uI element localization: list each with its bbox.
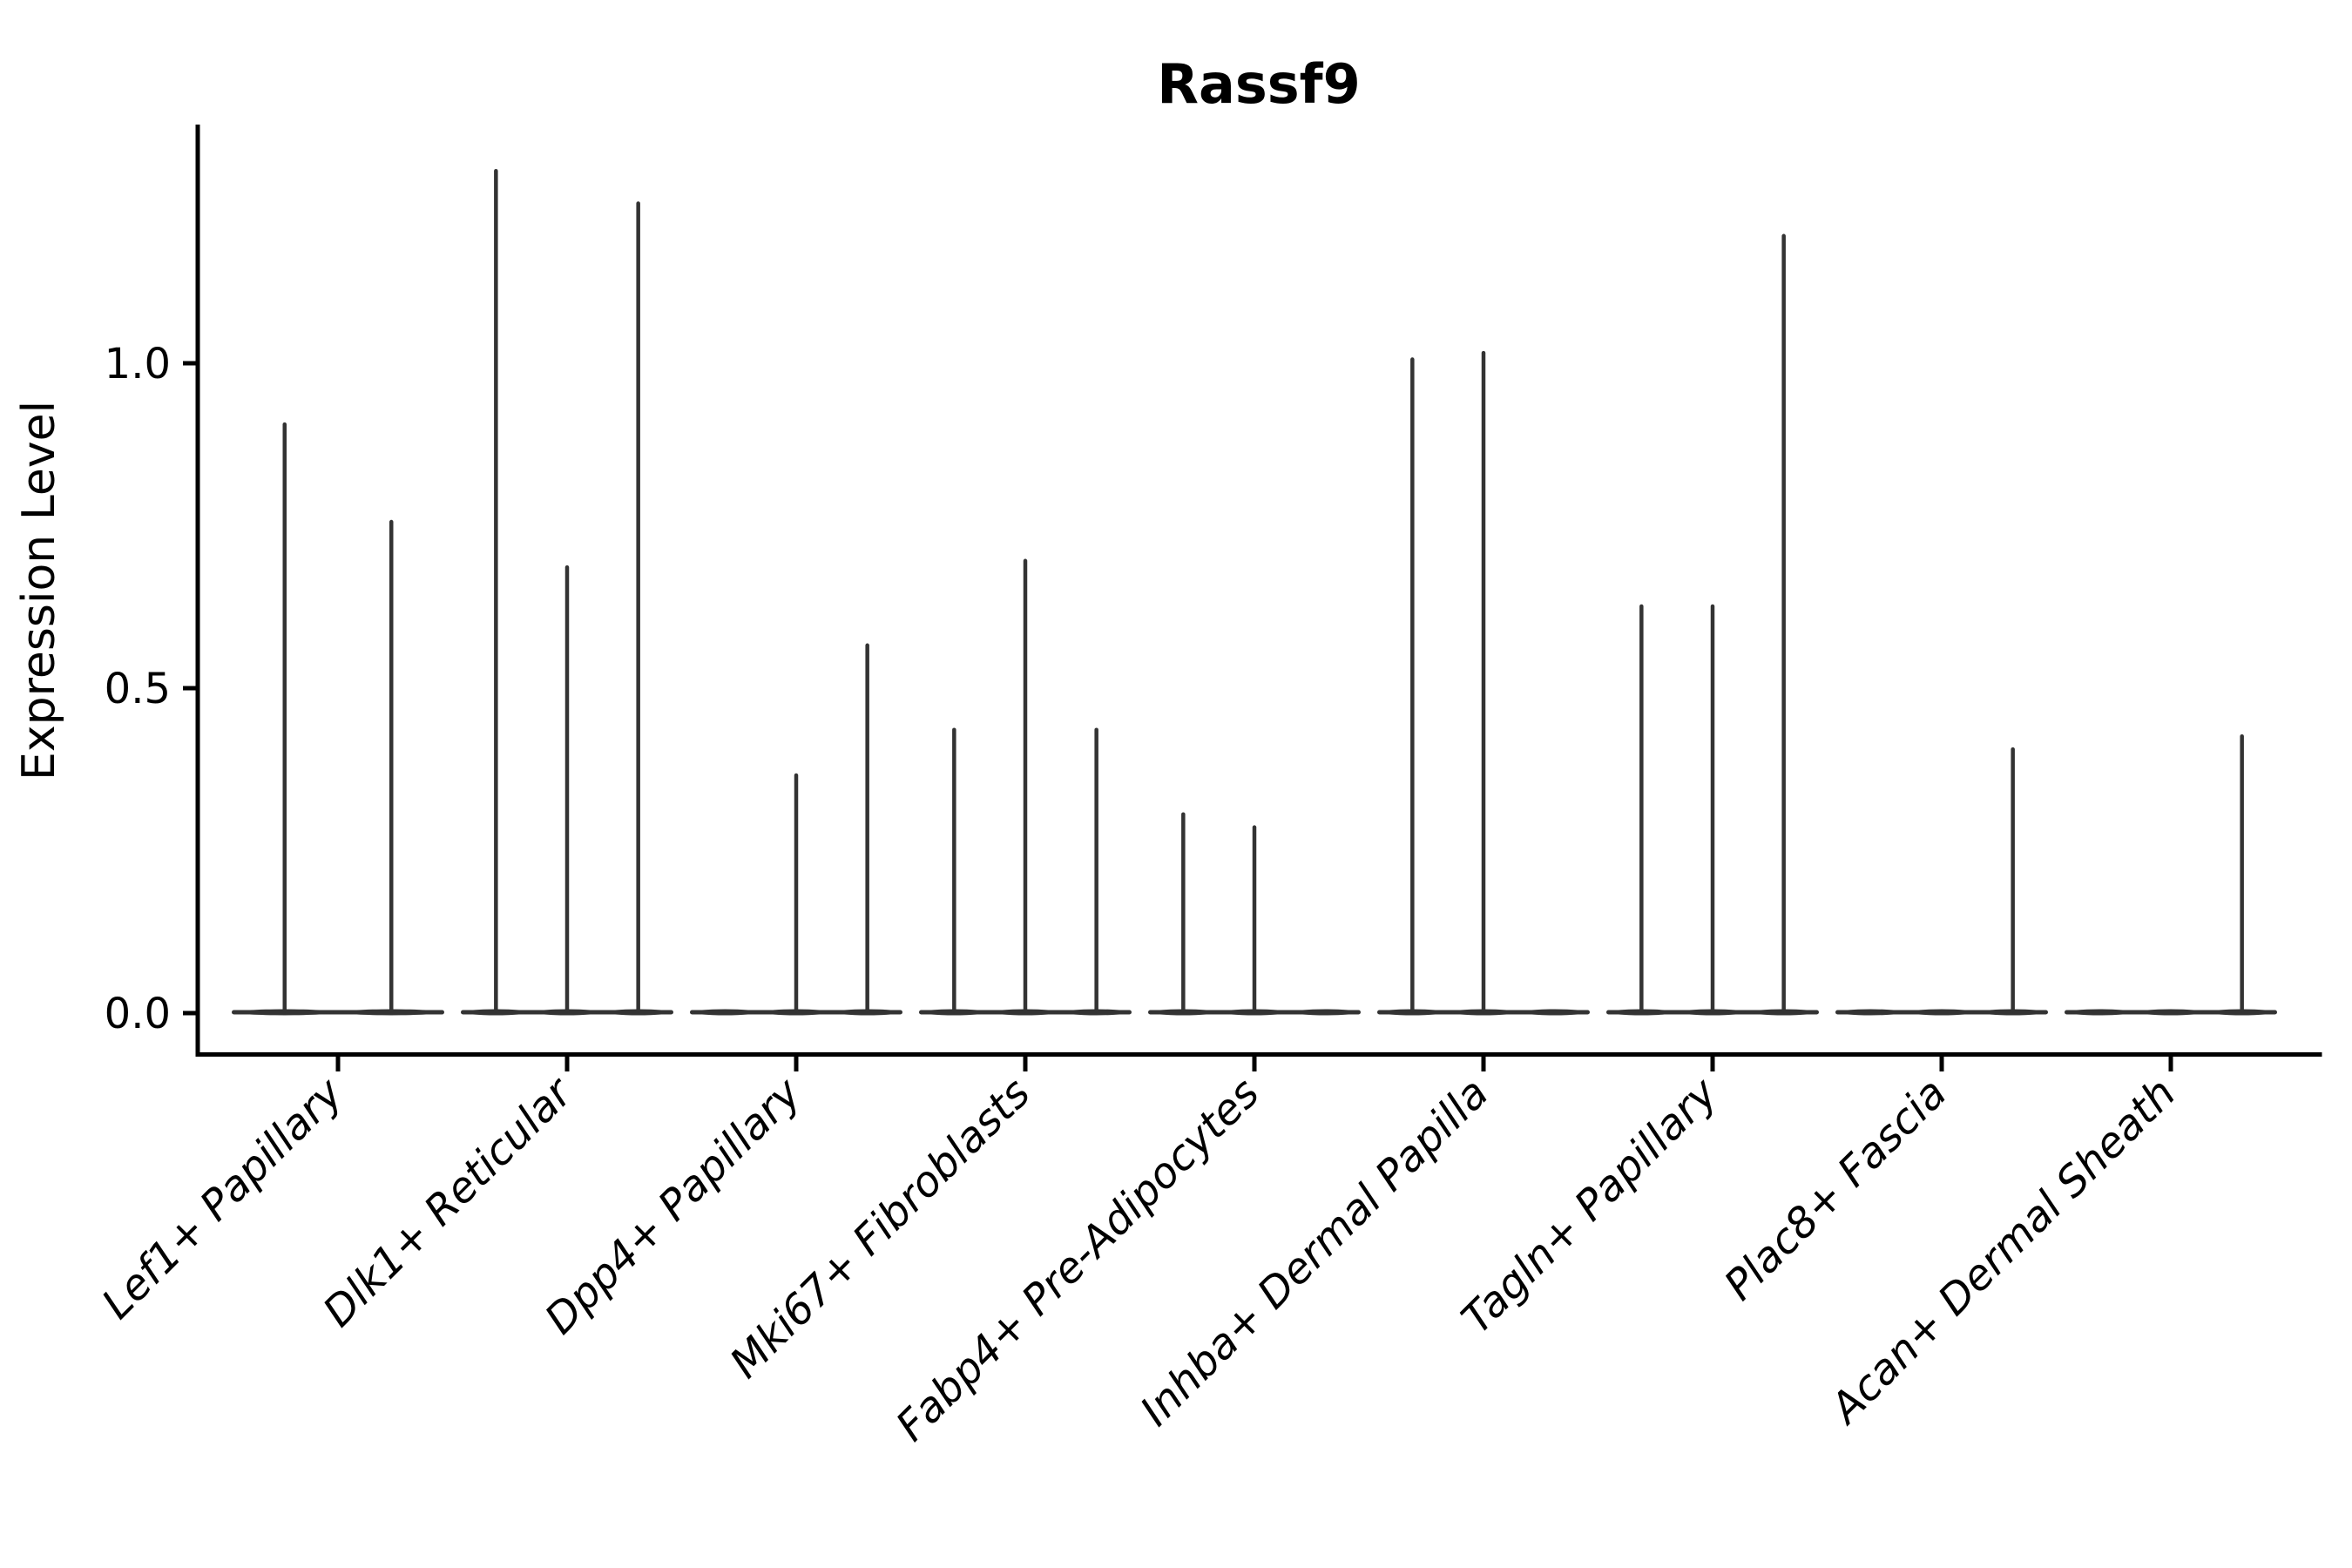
violin-group <box>690 643 902 1016</box>
left-spine <box>195 125 200 1057</box>
chart-title: Rassf9 <box>1157 52 1361 116</box>
violin-group <box>1835 747 2048 1016</box>
violin-group <box>1606 233 1819 1016</box>
y-tick-label: 1.0 <box>105 340 171 389</box>
x-tick-label: Dlk1+ Reticular <box>314 1067 584 1337</box>
violin-zero-bump <box>692 1009 758 1016</box>
x-tick-label: Lef1+ Papillary <box>92 1068 353 1328</box>
y-axis: 0.0 0.5 1.0 <box>105 340 197 1038</box>
violin-zero-bump <box>1522 1009 1588 1016</box>
y-tick-label: 0.0 <box>105 990 171 1038</box>
violin-group <box>919 558 1132 1016</box>
x-tick-label: Plac8+ Fascia <box>1715 1069 1957 1310</box>
violin-zero-bump <box>1909 1009 1975 1016</box>
violin-group <box>461 168 673 1016</box>
violin-group <box>232 422 444 1016</box>
x-tick-label: Tagln+ Papillary <box>1452 1068 1727 1343</box>
x-tick-label: Dpp4+ Papillary <box>536 1068 811 1343</box>
violin-group <box>1148 812 1361 1016</box>
violin-zero-bump <box>1837 1009 1903 1016</box>
bottom-spine <box>195 1052 2322 1057</box>
x-tick-label: Fabp4+ Pre-Adipocytes <box>887 1069 1269 1451</box>
violin-zero-bump <box>2066 1009 2132 1016</box>
violin-zero-bump <box>1293 1009 1359 1016</box>
violin-group <box>1377 350 1590 1016</box>
y-axis-label: Expression Level <box>13 401 65 781</box>
violin-zero-bump <box>2138 1009 2204 1016</box>
violin-series <box>232 168 2277 1016</box>
y-tick-label: 0.5 <box>105 665 171 713</box>
violin-group <box>2065 733 2277 1016</box>
